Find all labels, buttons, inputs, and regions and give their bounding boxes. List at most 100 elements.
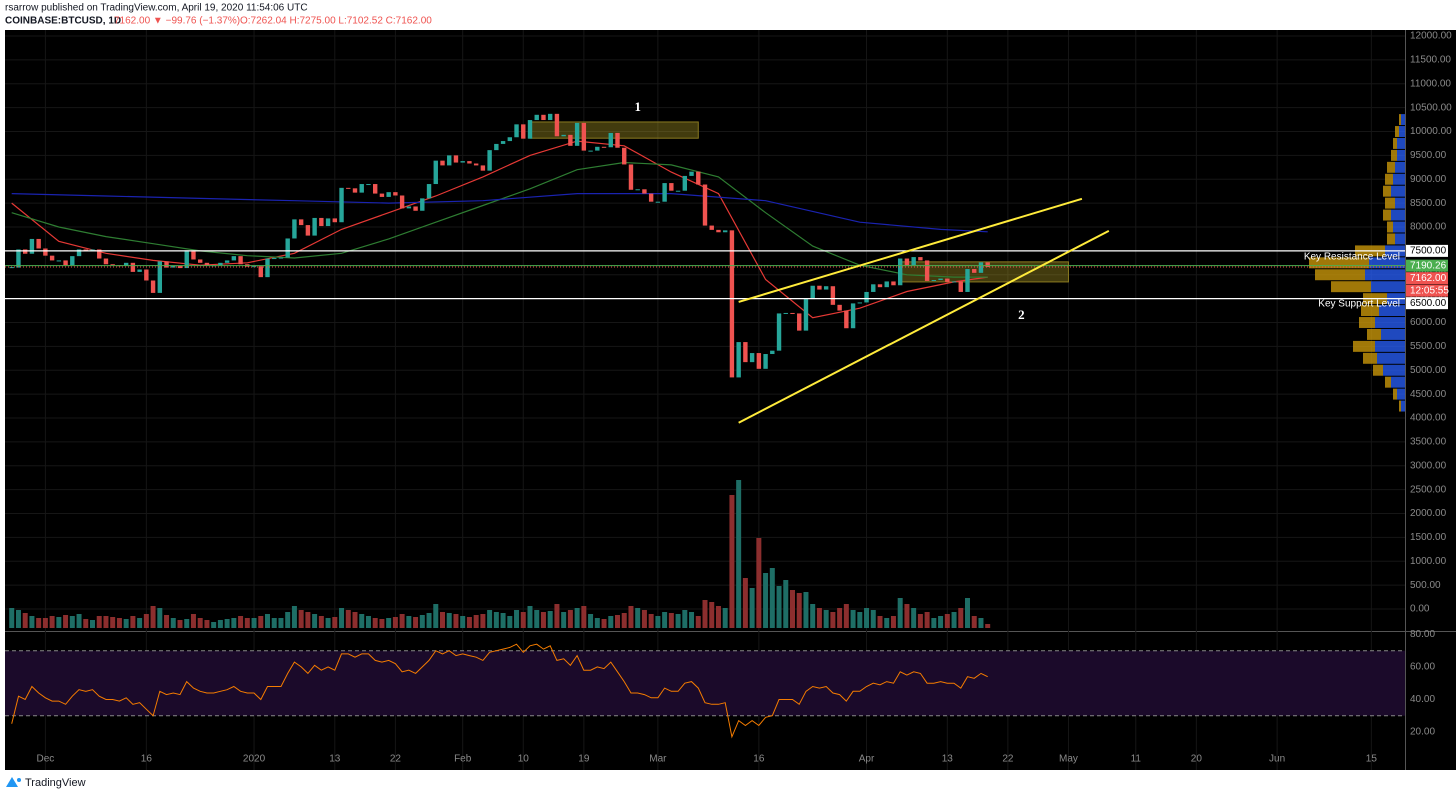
- candle: [561, 134, 566, 137]
- y-tick-label: 3500.00: [1410, 437, 1447, 448]
- candle: [595, 146, 600, 151]
- profile-down: [1383, 185, 1391, 197]
- volume-bar: [675, 614, 681, 628]
- candle: [736, 342, 741, 378]
- x-tick-label: Mar: [649, 754, 667, 765]
- volume-bar: [830, 612, 836, 628]
- candle: [285, 238, 290, 258]
- volume-bar: [864, 608, 870, 628]
- volume-bar: [110, 617, 116, 628]
- volume-bar: [345, 610, 351, 628]
- y-tick-label: 0.00: [1410, 604, 1430, 615]
- volume-bar: [460, 616, 466, 628]
- volume-bar: [177, 620, 183, 628]
- candle: [675, 190, 681, 192]
- x-tick-label: Feb: [454, 754, 472, 765]
- candle: [90, 249, 95, 251]
- candle: [258, 266, 263, 278]
- candle: [924, 260, 930, 281]
- candle: [810, 285, 815, 300]
- candle: [514, 124, 519, 138]
- volume-bar: [399, 614, 405, 628]
- volume-bar: [224, 619, 230, 628]
- profile-up: [1369, 257, 1405, 269]
- y-tick-label: 9000.00: [1410, 174, 1447, 185]
- volume-bar: [561, 612, 567, 628]
- volume-bar: [870, 610, 876, 628]
- volume-bar: [9, 608, 15, 628]
- candle: [655, 201, 661, 203]
- candle: [83, 249, 88, 251]
- candle: [319, 217, 324, 227]
- volume-bar: [742, 578, 748, 628]
- x-tick-label: 13: [942, 754, 954, 765]
- volume-bar: [911, 608, 917, 628]
- volume-bar: [312, 614, 318, 628]
- price-label-box: [1406, 259, 1448, 272]
- volume-bar: [890, 616, 896, 628]
- volume-bar: [379, 619, 385, 628]
- rsi-tick-label: 80.00: [1410, 629, 1435, 640]
- volume-bar: [285, 612, 291, 628]
- candle: [197, 259, 203, 263]
- candle: [972, 269, 977, 273]
- x-tick-label: Apr: [859, 754, 875, 765]
- candle: [393, 192, 398, 196]
- candle: [702, 184, 708, 226]
- volume-bar: [372, 618, 378, 628]
- x-tick-label: May: [1059, 754, 1078, 765]
- candle: [729, 230, 735, 378]
- volume-bar: [944, 614, 950, 628]
- volume-bar: [709, 602, 715, 628]
- candle: [312, 217, 317, 236]
- volume-bar: [816, 608, 822, 628]
- volume-bar: [581, 606, 587, 628]
- x-tick-label: 10: [518, 754, 530, 765]
- candle: [521, 124, 526, 139]
- candle: [49, 255, 55, 261]
- volume-bar: [90, 620, 95, 628]
- profile-down: [1393, 388, 1397, 400]
- volume-bar: [823, 610, 829, 628]
- candle: [238, 256, 243, 265]
- candle: [103, 258, 109, 265]
- candle: [339, 187, 344, 223]
- rsi-line: [11, 643, 988, 739]
- candle: [958, 281, 963, 292]
- candle: [581, 122, 587, 151]
- candle: [918, 257, 923, 261]
- volume-bar: [265, 614, 270, 628]
- candle: [379, 193, 385, 197]
- candle: [817, 285, 822, 290]
- volume-bar: [164, 615, 170, 628]
- y-tick-label: 12000.00: [1410, 31, 1452, 42]
- volume-bar: [170, 618, 176, 628]
- profile-up: [1381, 328, 1405, 340]
- volume-bar: [332, 617, 338, 628]
- volume-bar: [601, 619, 607, 628]
- trendline: [738, 229, 1110, 424]
- volume-bar: [547, 611, 553, 628]
- candle: [547, 113, 553, 121]
- volume-bar: [803, 592, 809, 628]
- candle: [460, 161, 465, 163]
- volume-bar: [116, 618, 122, 628]
- candle: [413, 206, 418, 211]
- candle: [877, 284, 883, 288]
- candle: [440, 160, 445, 166]
- candle: [305, 225, 311, 236]
- candle: [70, 256, 75, 266]
- volume-bar: [722, 608, 728, 628]
- volume-bar: [769, 568, 775, 628]
- volume-bar: [729, 495, 735, 628]
- symbol: COINBASE:BTCUSD, 1D: [5, 16, 121, 27]
- volume-bar: [749, 588, 755, 628]
- y-tick-label: 5000.00: [1410, 365, 1447, 376]
- candle: [453, 155, 459, 163]
- candle: [931, 280, 937, 282]
- volume-bar: [507, 616, 513, 628]
- candle: [272, 258, 277, 260]
- volume-bar: [413, 617, 419, 628]
- y-tick-label: 1500.00: [1410, 532, 1447, 543]
